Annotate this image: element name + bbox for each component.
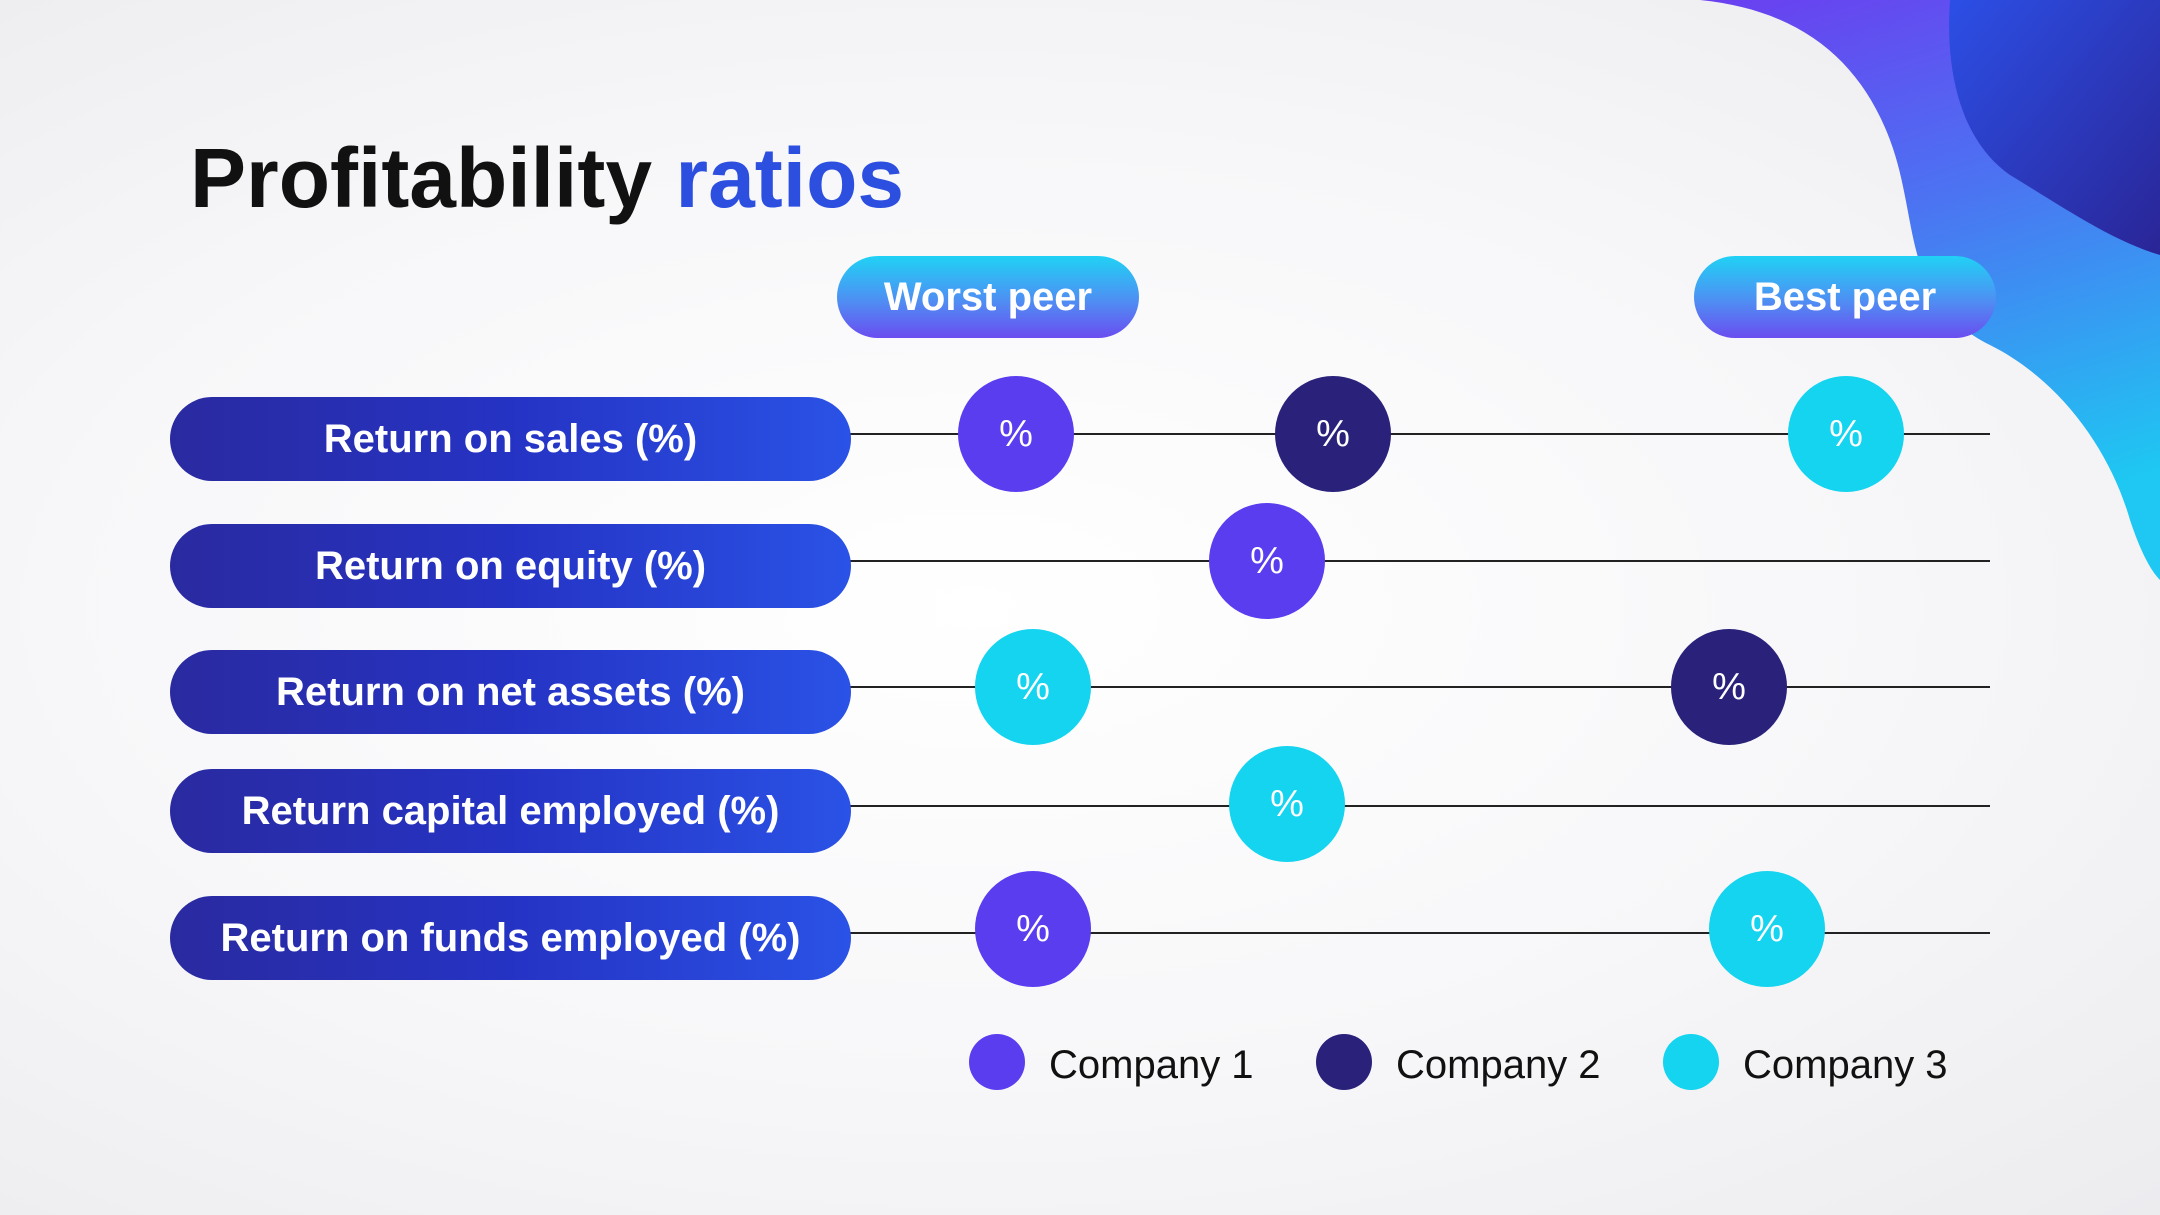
- company-1-marker: %: [958, 376, 1074, 492]
- metric-row-return-on-equity: Return on equity (%) %: [0, 501, 2160, 621]
- title-main: Profitability: [190, 131, 653, 225]
- metric-label: Return on equity (%): [170, 524, 851, 608]
- metric-label: Return on sales (%): [170, 397, 851, 481]
- company-2-marker: %: [1671, 629, 1787, 745]
- company-3-marker: %: [1709, 871, 1825, 987]
- legend-swatch: [1663, 1034, 1719, 1090]
- metric-row-return-on-funds-employed: Return on funds employed (%) % %: [0, 871, 2160, 993]
- legend-label: Company 2: [1396, 1043, 1601, 1087]
- company-3-marker: %: [975, 629, 1091, 745]
- legend-label: Company 1: [1049, 1043, 1254, 1087]
- metric-row-return-on-sales: Return on sales (%) % % %: [0, 374, 2160, 494]
- page-title: Profitability ratios: [190, 128, 904, 228]
- company-3-marker: %: [1788, 376, 1904, 492]
- company-1-marker: %: [1209, 503, 1325, 619]
- metric-label: Return on net assets (%): [170, 650, 851, 734]
- scale-line: [850, 686, 1990, 688]
- company-1-marker: %: [975, 871, 1091, 987]
- scale-line: [850, 433, 1990, 435]
- scale-line: [850, 560, 1990, 562]
- metric-label: Return on funds employed (%): [170, 896, 851, 980]
- scale-line: [850, 932, 1990, 934]
- metric-row-return-capital-employed: Return capital employed (%) %: [0, 746, 2160, 866]
- title-accent: ratios: [675, 131, 905, 225]
- legend-swatch: [1316, 1034, 1372, 1090]
- legend-label: Company 3: [1743, 1043, 1948, 1087]
- worst-peer-badge: Worst peer: [837, 256, 1139, 338]
- best-peer-badge: Best peer: [1694, 256, 1996, 338]
- scale-line: [850, 805, 1990, 807]
- metric-label: Return capital employed (%): [170, 769, 851, 853]
- company-2-marker: %: [1275, 376, 1391, 492]
- metric-row-return-on-net-assets: Return on net assets (%) % %: [0, 627, 2160, 747]
- legend-swatch: [969, 1034, 1025, 1090]
- company-3-marker: %: [1229, 746, 1345, 862]
